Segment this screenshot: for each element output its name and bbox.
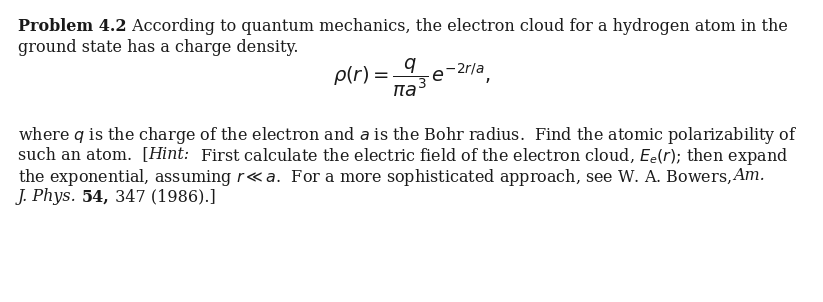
Text: According to quantum mechanics, the electron cloud for a hydrogen atom in the: According to quantum mechanics, the elec… xyxy=(127,18,788,35)
Text: where $q$ is the charge of the electron and $a$ is the Bohr radius.  Find the at: where $q$ is the charge of the electron … xyxy=(18,125,797,146)
Text: Hint:: Hint: xyxy=(149,146,190,163)
Text: Am.: Am. xyxy=(733,167,765,184)
Text: 347 (1986).]: 347 (1986).] xyxy=(109,188,216,205)
Text: the exponential, assuming $r \ll a$.  For a more sophisticated approach, see W. : the exponential, assuming $r \ll a$. For… xyxy=(18,167,733,188)
Text: such an atom.  [: such an atom. [ xyxy=(18,146,149,163)
Text: 54,: 54, xyxy=(81,188,109,205)
Text: $\rho(r) = \dfrac{q}{\pi a^3}\,e^{-2r/a},$: $\rho(r) = \dfrac{q}{\pi a^3}\,e^{-2r/a}… xyxy=(332,56,491,99)
Text: Problem 4.2: Problem 4.2 xyxy=(18,18,127,35)
Text: J. Phys.: J. Phys. xyxy=(18,188,77,205)
Text: First calculate the electric field of the electron cloud, $E_e(r)$; then expand: First calculate the electric field of th… xyxy=(190,146,788,167)
Text: ground state has a charge density.: ground state has a charge density. xyxy=(18,39,299,56)
